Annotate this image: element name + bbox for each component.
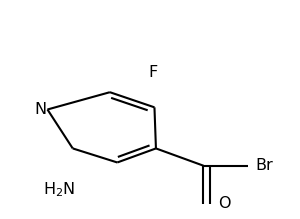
Text: O: O bbox=[218, 196, 231, 211]
Text: F: F bbox=[148, 65, 158, 80]
Text: H$_2$N: H$_2$N bbox=[43, 180, 76, 199]
Text: N: N bbox=[34, 102, 46, 117]
Text: Br: Br bbox=[256, 158, 273, 173]
